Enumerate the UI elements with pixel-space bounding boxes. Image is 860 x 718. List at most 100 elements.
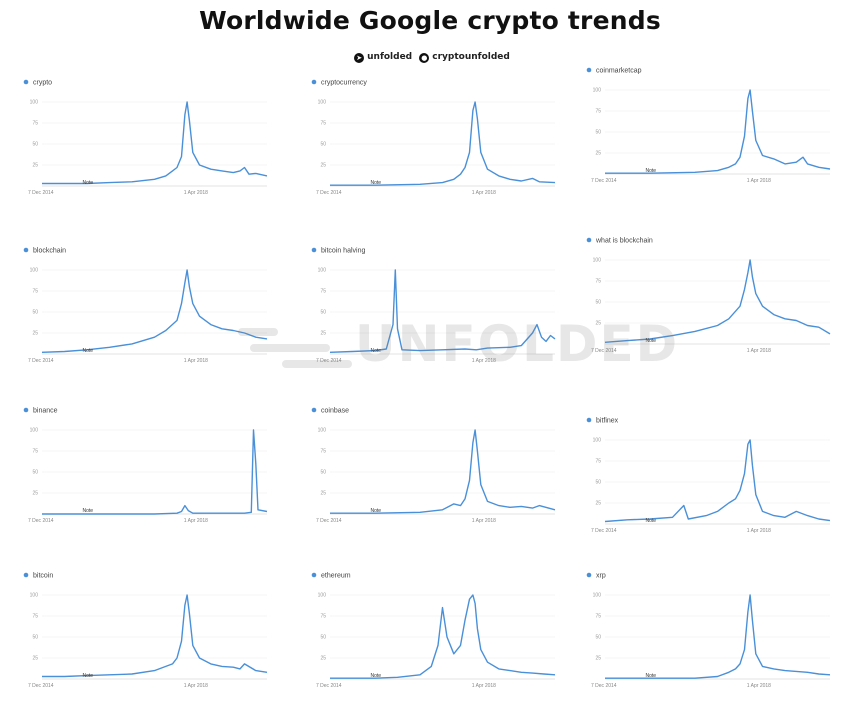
x-tick-label: 7 Dec 2014 [591, 178, 617, 184]
chart-panel-coinbase: coinbase 25 50 75 100 Note 7 Dec 2014 1 Apr 201… [310, 400, 565, 535]
legend-dot [586, 417, 592, 423]
y-tick-label: 25 [320, 656, 326, 662]
legend-label: cryptocurrency [321, 80, 367, 87]
y-tick-label: 100 [30, 100, 39, 106]
y-tick-label: 75 [32, 614, 38, 620]
chart-svg: bitfinex 25 50 75 100 Note 7 Dec 2014 1 Apr 201… [586, 417, 831, 534]
x-tick-label: 1 Apr 2018 [472, 683, 496, 689]
chart-svg: binance 25 50 75 100 Note 7 Dec 2014 1 Apr 2018 [23, 408, 268, 524]
chart-svg: blockchain 25 50 75 100 Note 7 Dec 2014 1 Apr 2… [23, 247, 268, 364]
legend-dot [311, 247, 317, 253]
series-line [605, 594, 831, 679]
series-line [330, 594, 556, 679]
y-tick-label: 50 [32, 310, 38, 316]
y-tick-label: 50 [320, 310, 326, 316]
y-tick-label: 75 [595, 109, 601, 115]
legend-dot [23, 247, 29, 253]
x-tick-label: 1 Apr 2018 [747, 683, 771, 689]
series-line [604, 439, 831, 523]
annotation-note: Note [83, 348, 94, 354]
y-tick-label: 25 [595, 151, 601, 157]
y-tick-label: 50 [320, 635, 326, 641]
y-tick-label: 100 [30, 593, 39, 599]
y-tick-label: 75 [320, 121, 326, 127]
y-tick-label: 100 [593, 438, 602, 444]
twitter-icon: ● [419, 53, 430, 63]
page-title: Worldwide Google crypto trends [199, 6, 661, 35]
chart-svg: what is blockchain 25 50 75 100 Note 7 Dec 201… [586, 237, 831, 354]
annotation-note: Note [83, 508, 94, 514]
series-line [604, 259, 831, 343]
y-tick-label: 75 [320, 614, 326, 620]
chart-panel-binance: binance 25 50 75 100 Note 7 Dec 2014 1 Apr 2018 [22, 400, 277, 535]
chart-svg: cryptocurrency 25 50 75 100 Note 7 Dec 2014 1 A… [311, 79, 556, 196]
chart-svg: xrp 25 50 75 100 Note 7 Dec 2014 1 Apr 2018 [586, 572, 831, 689]
series-line [330, 429, 556, 514]
legend-dot [311, 407, 317, 413]
telegram-handle: unfolded [367, 52, 413, 62]
y-tick-label: 75 [320, 449, 326, 455]
legend-label: ethereum [321, 573, 351, 580]
legend-label: bitcoin [33, 573, 53, 580]
x-tick-label: 1 Apr 2018 [747, 348, 771, 354]
annotation-note: Note [371, 508, 382, 514]
legend-label: blockchain [33, 248, 66, 255]
y-tick-label: 50 [595, 130, 601, 136]
y-tick-label: 75 [32, 289, 38, 295]
x-tick-label: 1 Apr 2018 [472, 358, 496, 364]
x-tick-label: 1 Apr 2018 [184, 518, 208, 524]
y-tick-label: 25 [595, 321, 601, 327]
y-tick-label: 100 [30, 268, 39, 274]
chart-panel-coinmarketcap: coinmarketcap 25 50 75 100 Note 7 Dec 2014 1 Ap… [585, 60, 840, 195]
series-line [42, 429, 268, 515]
y-tick-label: 50 [320, 142, 326, 148]
y-tick-label: 100 [593, 593, 602, 599]
x-tick-label: 1 Apr 2018 [472, 518, 496, 524]
annotation-note: Note [371, 673, 382, 679]
y-tick-label: 25 [32, 491, 38, 497]
series-line [605, 89, 831, 174]
legend-dot [586, 572, 592, 578]
y-tick-label: 50 [595, 480, 601, 486]
y-tick-label: 100 [30, 428, 39, 434]
legend-label: coinbase [321, 408, 349, 415]
y-tick-label: 50 [32, 142, 38, 148]
y-tick-label: 25 [595, 656, 601, 662]
x-tick-label: 1 Apr 2018 [184, 358, 208, 364]
annotation-note: Note [646, 168, 657, 174]
legend-dot [311, 79, 317, 85]
x-tick-label: 7 Dec 2014 [28, 358, 54, 364]
annotation-note: Note [83, 673, 94, 679]
chart-svg: bitcoin halving 25 50 75 100 Note 7 Dec 2014 1 … [311, 247, 556, 364]
x-tick-label: 7 Dec 2014 [28, 683, 54, 689]
x-tick-label: 7 Dec 2014 [591, 348, 617, 354]
y-tick-label: 75 [32, 121, 38, 127]
twitter-handle: cryptounfolded [432, 52, 510, 62]
y-tick-label: 100 [593, 258, 602, 264]
x-tick-label: 1 Apr 2018 [472, 190, 496, 196]
legend-label: what is blockchain [595, 238, 653, 245]
chart-panel-bitcoin: bitcoin 25 50 75 100 Note 7 Dec 2014 1 Apr 2018 [22, 565, 277, 700]
legend-dot [586, 67, 592, 73]
chart-panel-bitfinex: bitfinex 25 50 75 100 Note 7 Dec 2014 1 Apr 201… [585, 410, 840, 545]
annotation-note: Note [83, 180, 94, 186]
chart-panel-xrp: xrp 25 50 75 100 Note 7 Dec 2014 1 Apr 2018 [585, 565, 840, 700]
y-tick-label: 25 [320, 491, 326, 497]
x-tick-label: 7 Dec 2014 [316, 683, 342, 689]
x-tick-label: 7 Dec 2014 [591, 528, 617, 534]
chart-panel-blockchain: blockchain 25 50 75 100 Note 7 Dec 2014 1 Apr 2… [22, 240, 277, 375]
chart-svg: coinbase 25 50 75 100 Note 7 Dec 2014 1 Apr 201… [311, 407, 556, 524]
y-tick-label: 50 [320, 470, 326, 476]
annotation-note: Note [646, 673, 657, 679]
chart-svg: crypto 25 50 75 100 Note 7 Dec 2014 1 Apr 2018 [23, 80, 268, 196]
legend-label: coinmarketcap [596, 68, 642, 75]
y-tick-label: 50 [32, 635, 38, 641]
x-tick-label: 7 Dec 2014 [316, 190, 342, 196]
y-tick-label: 25 [320, 163, 326, 169]
y-tick-label: 100 [318, 593, 327, 599]
y-tick-label: 50 [595, 300, 601, 306]
y-tick-label: 100 [318, 428, 327, 434]
legend-dot [586, 237, 592, 243]
chart-svg: coinmarketcap 25 50 75 100 Note 7 Dec 2014 1 Ap… [586, 67, 831, 184]
x-tick-label: 1 Apr 2018 [747, 178, 771, 184]
